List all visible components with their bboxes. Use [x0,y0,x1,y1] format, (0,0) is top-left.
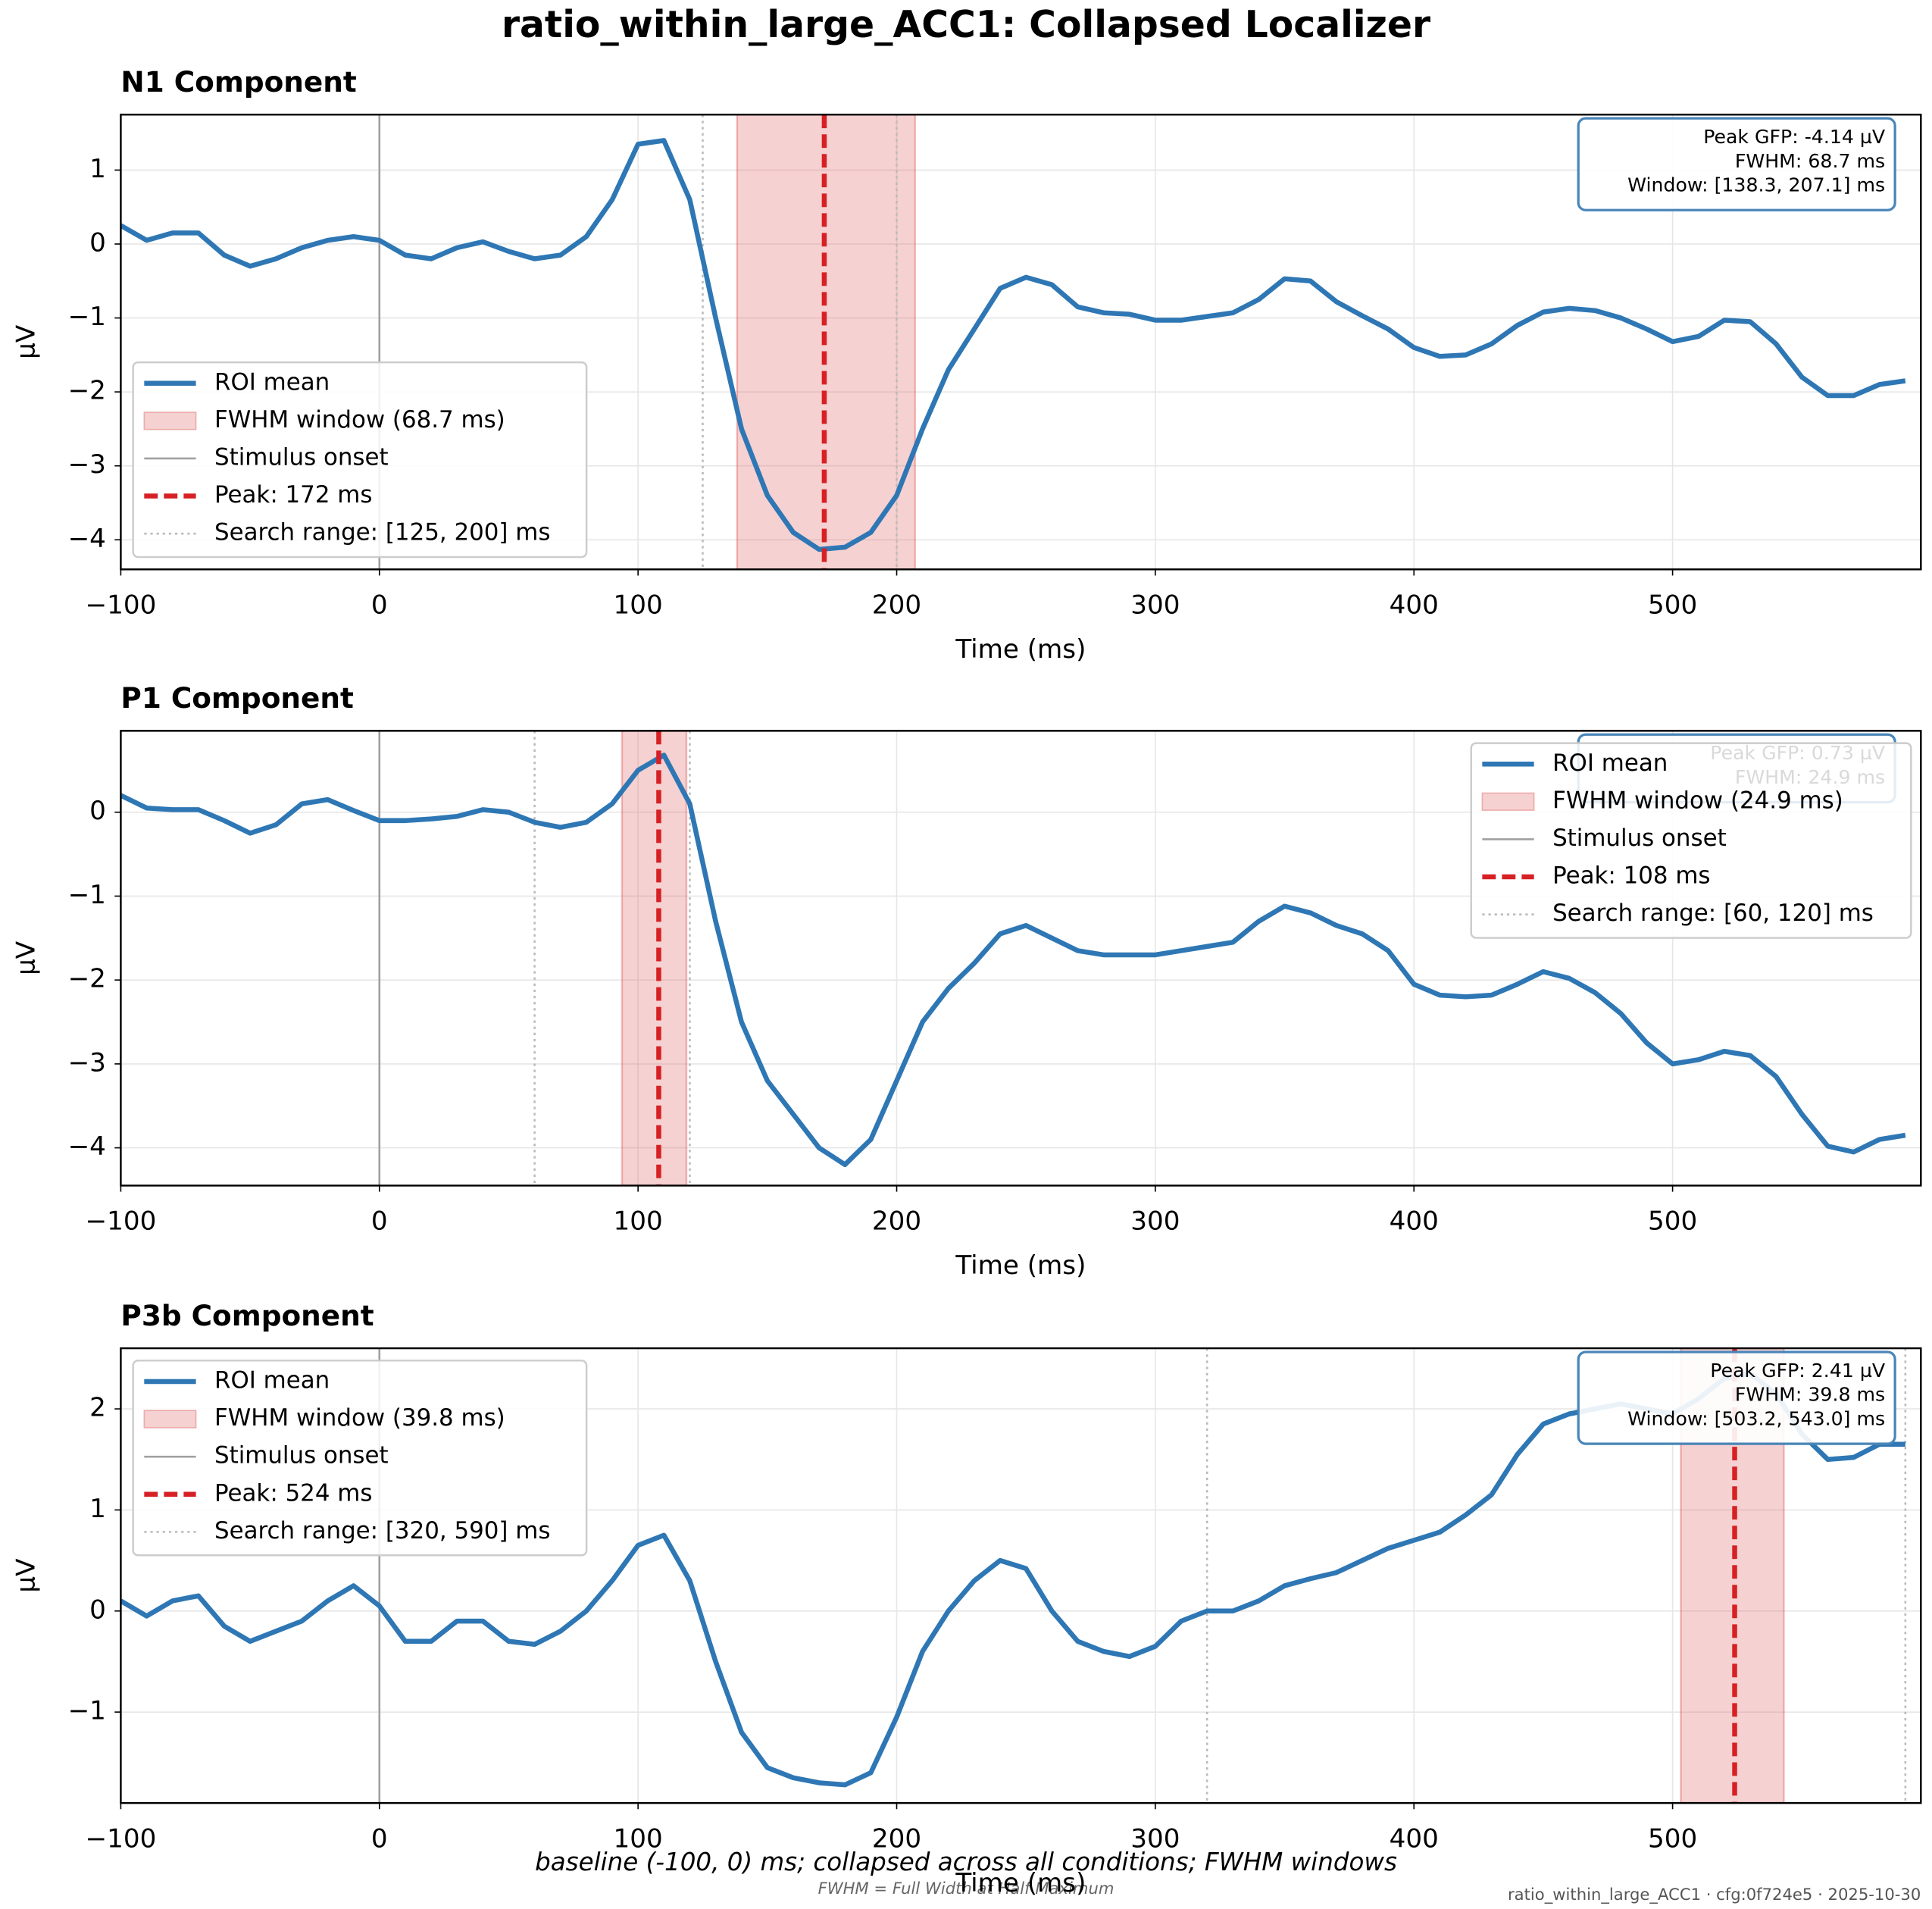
legend-label: ROI mean [214,1366,330,1394]
y-axis-label: µV [11,1558,41,1593]
x-tick-label: 500 [1648,1206,1697,1237]
panel-title: N1 Component [120,65,356,99]
axes-frame [120,114,1922,571]
legend-label: Stimulus onset [214,1442,389,1469]
legend-label: Peak: 524 ms [214,1479,372,1507]
panel-title: P3b Component [120,1299,374,1332]
axes-frame [120,730,1922,1187]
x-tick-label: 300 [1130,1823,1180,1854]
y-tick-label: −2 [68,964,106,994]
x-tick-label: 500 [1648,590,1697,621]
x-tick-label: 400 [1390,590,1439,621]
y-tick-label: −2 [68,376,106,406]
x-tick-label: 0 [371,1206,388,1237]
x-tick-label: 500 [1648,1823,1697,1854]
x-tick-label: 300 [1130,1206,1180,1237]
x-axis-label: Time (ms) [955,1868,1086,1898]
footer-stamp: ratio_within_large_ACC1 · cfg:0f724e5 · … [1508,1885,1921,1904]
info-text: Peak GFP: -4.14 µV [1703,126,1886,148]
x-tick-label: 200 [872,1206,921,1237]
x-axis-label: Time (ms) [955,1250,1086,1281]
info-box [1577,1350,1896,1445]
x-tick-label: 200 [872,590,921,621]
x-tick-label: 100 [614,1206,663,1237]
info-text: FWHM: 68.7 ms [1735,150,1885,172]
legend-label: Search range: [320, 590] ms [214,1517,550,1544]
x-tick-label: 0 [371,1823,388,1854]
x-tick-label: 400 [1390,1823,1439,1854]
legend-box [132,1360,588,1557]
x-tick-label: 100 [614,1823,663,1854]
x-tick-label: 300 [1130,590,1180,621]
legend-box [1470,742,1912,939]
footer-note: FWHM = Full Width at Half Maximum [818,1879,1114,1898]
y-tick-label: 0 [89,227,106,258]
panel-title: P1 Component [120,681,354,715]
y-tick-label: −1 [68,880,106,910]
legend-swatch [143,412,197,430]
info-box [1577,117,1896,211]
y-tick-label: −3 [68,1047,106,1078]
legend-swatch [1481,792,1535,812]
x-tick-label: −100 [86,1823,157,1854]
info-text: Window: [138.3, 207.1] ms [1627,174,1885,196]
y-axis-label: µV [11,324,41,359]
x-tick-label: 200 [872,1823,921,1854]
x-tick-label: 0 [371,590,388,621]
y-tick-label: 2 [89,1393,106,1423]
info-text: Window: [503.2, 543.0] ms [1627,1407,1885,1429]
legend-label: Search range: [60, 120] ms [1552,900,1874,927]
y-tick-label: −1 [68,1696,106,1726]
info-text: Peak GFP: 2.41 µV [1710,1360,1886,1382]
y-tick-label: −1 [68,302,106,332]
y-axis-label: µV [11,940,41,975]
legend-label: Stimulus onset [1552,825,1727,852]
x-tick-label: 400 [1390,1206,1439,1237]
y-tick-label: −3 [68,449,106,480]
y-tick-label: −4 [68,524,106,554]
legend-label: ROI mean [214,368,330,396]
fwhm-window [621,731,688,1186]
x-tick-label: −100 [86,590,157,621]
legend-box [132,361,588,559]
y-tick-label: 0 [89,1594,106,1625]
legend-label: Peak: 108 ms [1552,862,1710,890]
x-tick-label: 100 [614,590,663,621]
info-text: FWHM: 39.8 ms [1735,1384,1885,1406]
legend-label: Stimulus onset [214,443,389,471]
legend-label: Search range: [125, 200] ms [214,519,550,546]
legend-label: FWHM window (39.8 ms) [214,1404,505,1432]
y-tick-label: 0 [89,796,106,826]
roi-line [120,138,1906,552]
legend-swatch [143,1410,197,1429]
legend-label: ROI mean [1552,750,1668,777]
y-tick-label: 1 [89,1494,106,1524]
y-tick-label: −4 [68,1131,106,1162]
legend-label: FWHM window (24.9 ms) [1552,787,1843,814]
footer-caption: baseline (-100, 0) ms; collapsed across … [535,1848,1397,1876]
roi-line [120,753,1906,1167]
x-tick-label: −100 [86,1206,157,1237]
legend-label: Peak: 172 ms [214,481,372,509]
y-tick-label: 1 [89,154,106,184]
figure-title: ratio_within_large_ACC1: Collapsed Local… [502,3,1430,46]
axes-frame [120,1347,1922,1804]
x-axis-label: Time (ms) [955,634,1086,665]
legend-label: FWHM window (68.7 ms) [214,406,505,433]
